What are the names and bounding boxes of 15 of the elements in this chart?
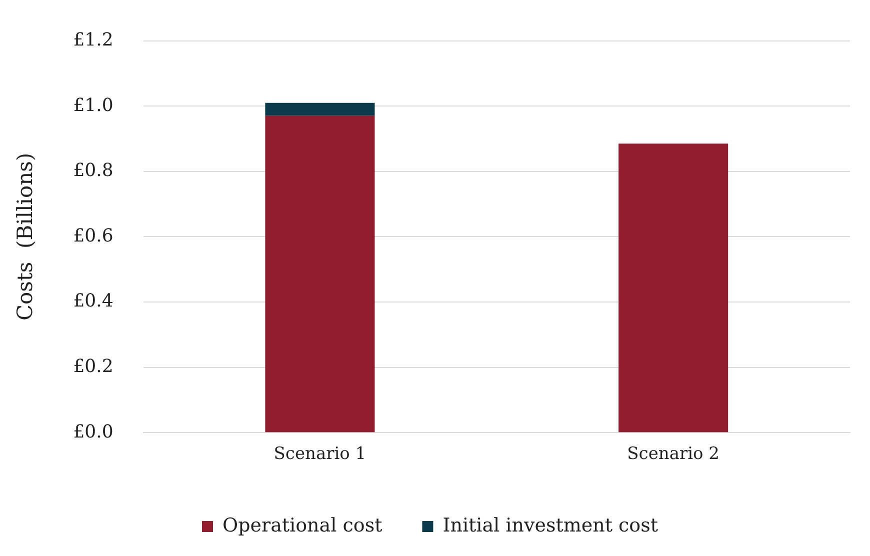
bar [265,102,375,116]
bar [618,144,728,432]
y-tick-label: £1.2 [73,29,114,50]
legend-label: Initial investment cost [442,514,658,536]
y-tick-label: £0.2 [73,356,114,377]
bar [265,116,375,432]
y-tick-label: £0.8 [73,160,114,182]
legend-label: Operational cost [222,514,383,536]
y-tick-label: £0.6 [73,225,114,246]
x-tick-label: Scenario 2 [627,444,720,464]
y-tick-label: £0.4 [73,290,114,312]
y-axis-title: Costs (Billions) [13,152,38,321]
y-tick-label: £1.0 [73,94,114,116]
y-tick-label: £0.0 [73,421,114,442]
x-tick-label: Scenario 1 [274,444,366,464]
